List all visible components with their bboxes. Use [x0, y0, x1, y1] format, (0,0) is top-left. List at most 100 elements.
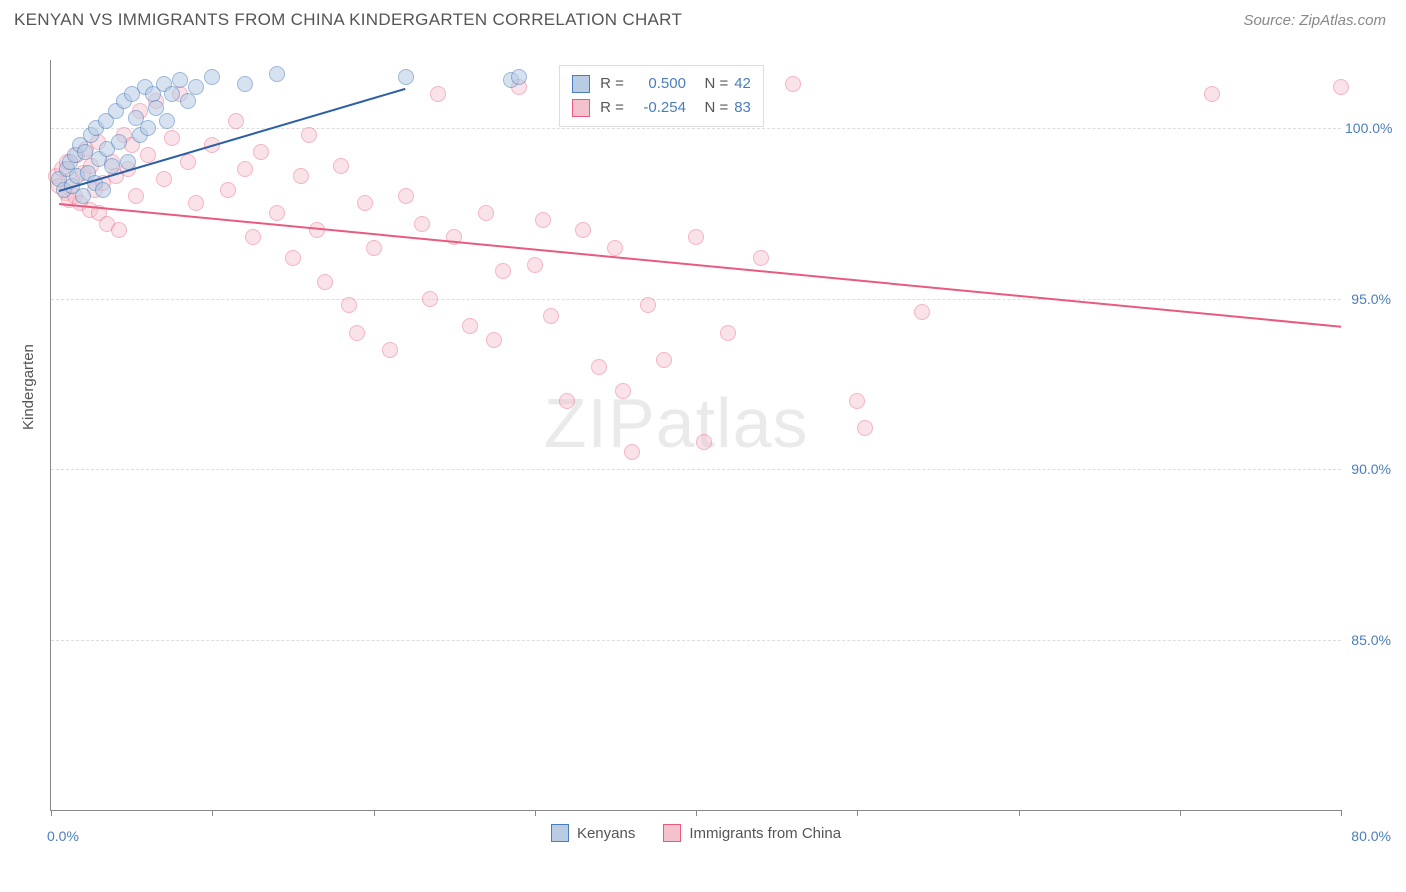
data-point — [1333, 79, 1349, 95]
data-point — [1204, 86, 1220, 102]
r-value: 0.500 — [630, 72, 686, 96]
y-tick-label: 100.0% — [1345, 120, 1391, 136]
r-value: -0.254 — [630, 96, 686, 120]
data-point — [341, 297, 357, 313]
data-point — [398, 69, 414, 85]
data-point — [535, 212, 551, 228]
legend-item-china: Immigrants from China — [663, 824, 841, 842]
data-point — [164, 130, 180, 146]
data-point — [220, 182, 236, 198]
data-point — [688, 229, 704, 245]
data-point — [293, 168, 309, 184]
data-point — [785, 76, 801, 92]
r-label: R = — [596, 96, 624, 120]
data-point — [414, 216, 430, 232]
data-point — [75, 188, 91, 204]
data-point — [543, 308, 559, 324]
bottom-legend: Kenyans Immigrants from China — [51, 824, 1341, 842]
data-point — [104, 158, 120, 174]
x-tick — [374, 810, 375, 816]
data-point — [849, 393, 865, 409]
gridline — [51, 640, 1341, 641]
data-point — [111, 134, 127, 150]
data-point — [309, 222, 325, 238]
watermark: ZIPatlas — [544, 383, 809, 463]
x-tick-label: 0.0% — [47, 828, 79, 844]
x-tick — [1019, 810, 1020, 816]
legend-swatch-icon — [551, 824, 569, 842]
data-point — [430, 86, 446, 102]
legend-swatch-icon — [572, 99, 590, 117]
data-point — [333, 158, 349, 174]
correlation-legend: R =0.500 N =42 R =-0.254 N =83 — [559, 65, 764, 127]
x-tick — [51, 810, 52, 816]
data-point — [720, 325, 736, 341]
y-tick-label: 95.0% — [1345, 291, 1391, 307]
data-point — [357, 195, 373, 211]
data-point — [591, 359, 607, 375]
data-point — [164, 86, 180, 102]
data-point — [159, 113, 175, 129]
data-point — [180, 93, 196, 109]
data-point — [188, 195, 204, 211]
data-point — [172, 72, 188, 88]
chart-container: Kindergarten Kenyans Immigrants from Chi… — [50, 50, 1390, 840]
data-point — [180, 154, 196, 170]
gridline — [51, 128, 1341, 129]
data-point — [753, 250, 769, 266]
chart-title: KENYAN VS IMMIGRANTS FROM CHINA KINDERGA… — [14, 10, 682, 30]
data-point — [857, 420, 873, 436]
x-tick — [696, 810, 697, 816]
data-point — [615, 383, 631, 399]
data-point — [140, 120, 156, 136]
n-label: N = — [692, 96, 728, 120]
y-axis-label: Kindergarten — [20, 344, 37, 430]
data-point — [269, 66, 285, 82]
plot-area: Kenyans Immigrants from China 85.0%90.0%… — [50, 60, 1341, 811]
data-point — [366, 240, 382, 256]
gridline — [51, 299, 1341, 300]
data-point — [301, 127, 317, 143]
source-attribution: Source: ZipAtlas.com — [1243, 12, 1386, 29]
r-label: R = — [596, 72, 624, 96]
n-value: 42 — [734, 72, 751, 96]
data-point — [559, 393, 575, 409]
x-tick-label: 80.0% — [1351, 828, 1391, 844]
data-point — [382, 342, 398, 358]
data-point — [285, 250, 301, 266]
legend-label: Immigrants from China — [689, 825, 841, 842]
data-point — [228, 113, 244, 129]
n-value: 83 — [734, 96, 751, 120]
data-point — [624, 444, 640, 460]
y-tick-label: 85.0% — [1345, 632, 1391, 648]
data-point — [253, 144, 269, 160]
data-point — [349, 325, 365, 341]
data-point — [188, 79, 204, 95]
x-tick — [212, 810, 213, 816]
data-point — [527, 257, 543, 273]
data-point — [495, 263, 511, 279]
data-point — [478, 205, 494, 221]
data-point — [317, 274, 333, 290]
data-point — [269, 205, 285, 221]
gridline — [51, 469, 1341, 470]
data-point — [462, 318, 478, 334]
y-tick-label: 90.0% — [1345, 461, 1391, 477]
data-point — [656, 352, 672, 368]
legend-swatch-icon — [572, 75, 590, 93]
legend-item-kenyans: Kenyans — [551, 824, 635, 842]
x-tick — [1341, 810, 1342, 816]
data-point — [914, 304, 930, 320]
x-tick — [535, 810, 536, 816]
data-point — [422, 291, 438, 307]
data-point — [640, 297, 656, 313]
x-tick — [857, 810, 858, 816]
data-point — [511, 69, 527, 85]
legend-swatch-icon — [663, 824, 681, 842]
data-point — [245, 229, 261, 245]
legend-row: R =0.500 N =42 — [572, 72, 751, 96]
legend-row: R =-0.254 N =83 — [572, 96, 751, 120]
data-point — [156, 171, 172, 187]
data-point — [237, 161, 253, 177]
n-label: N = — [692, 72, 728, 96]
